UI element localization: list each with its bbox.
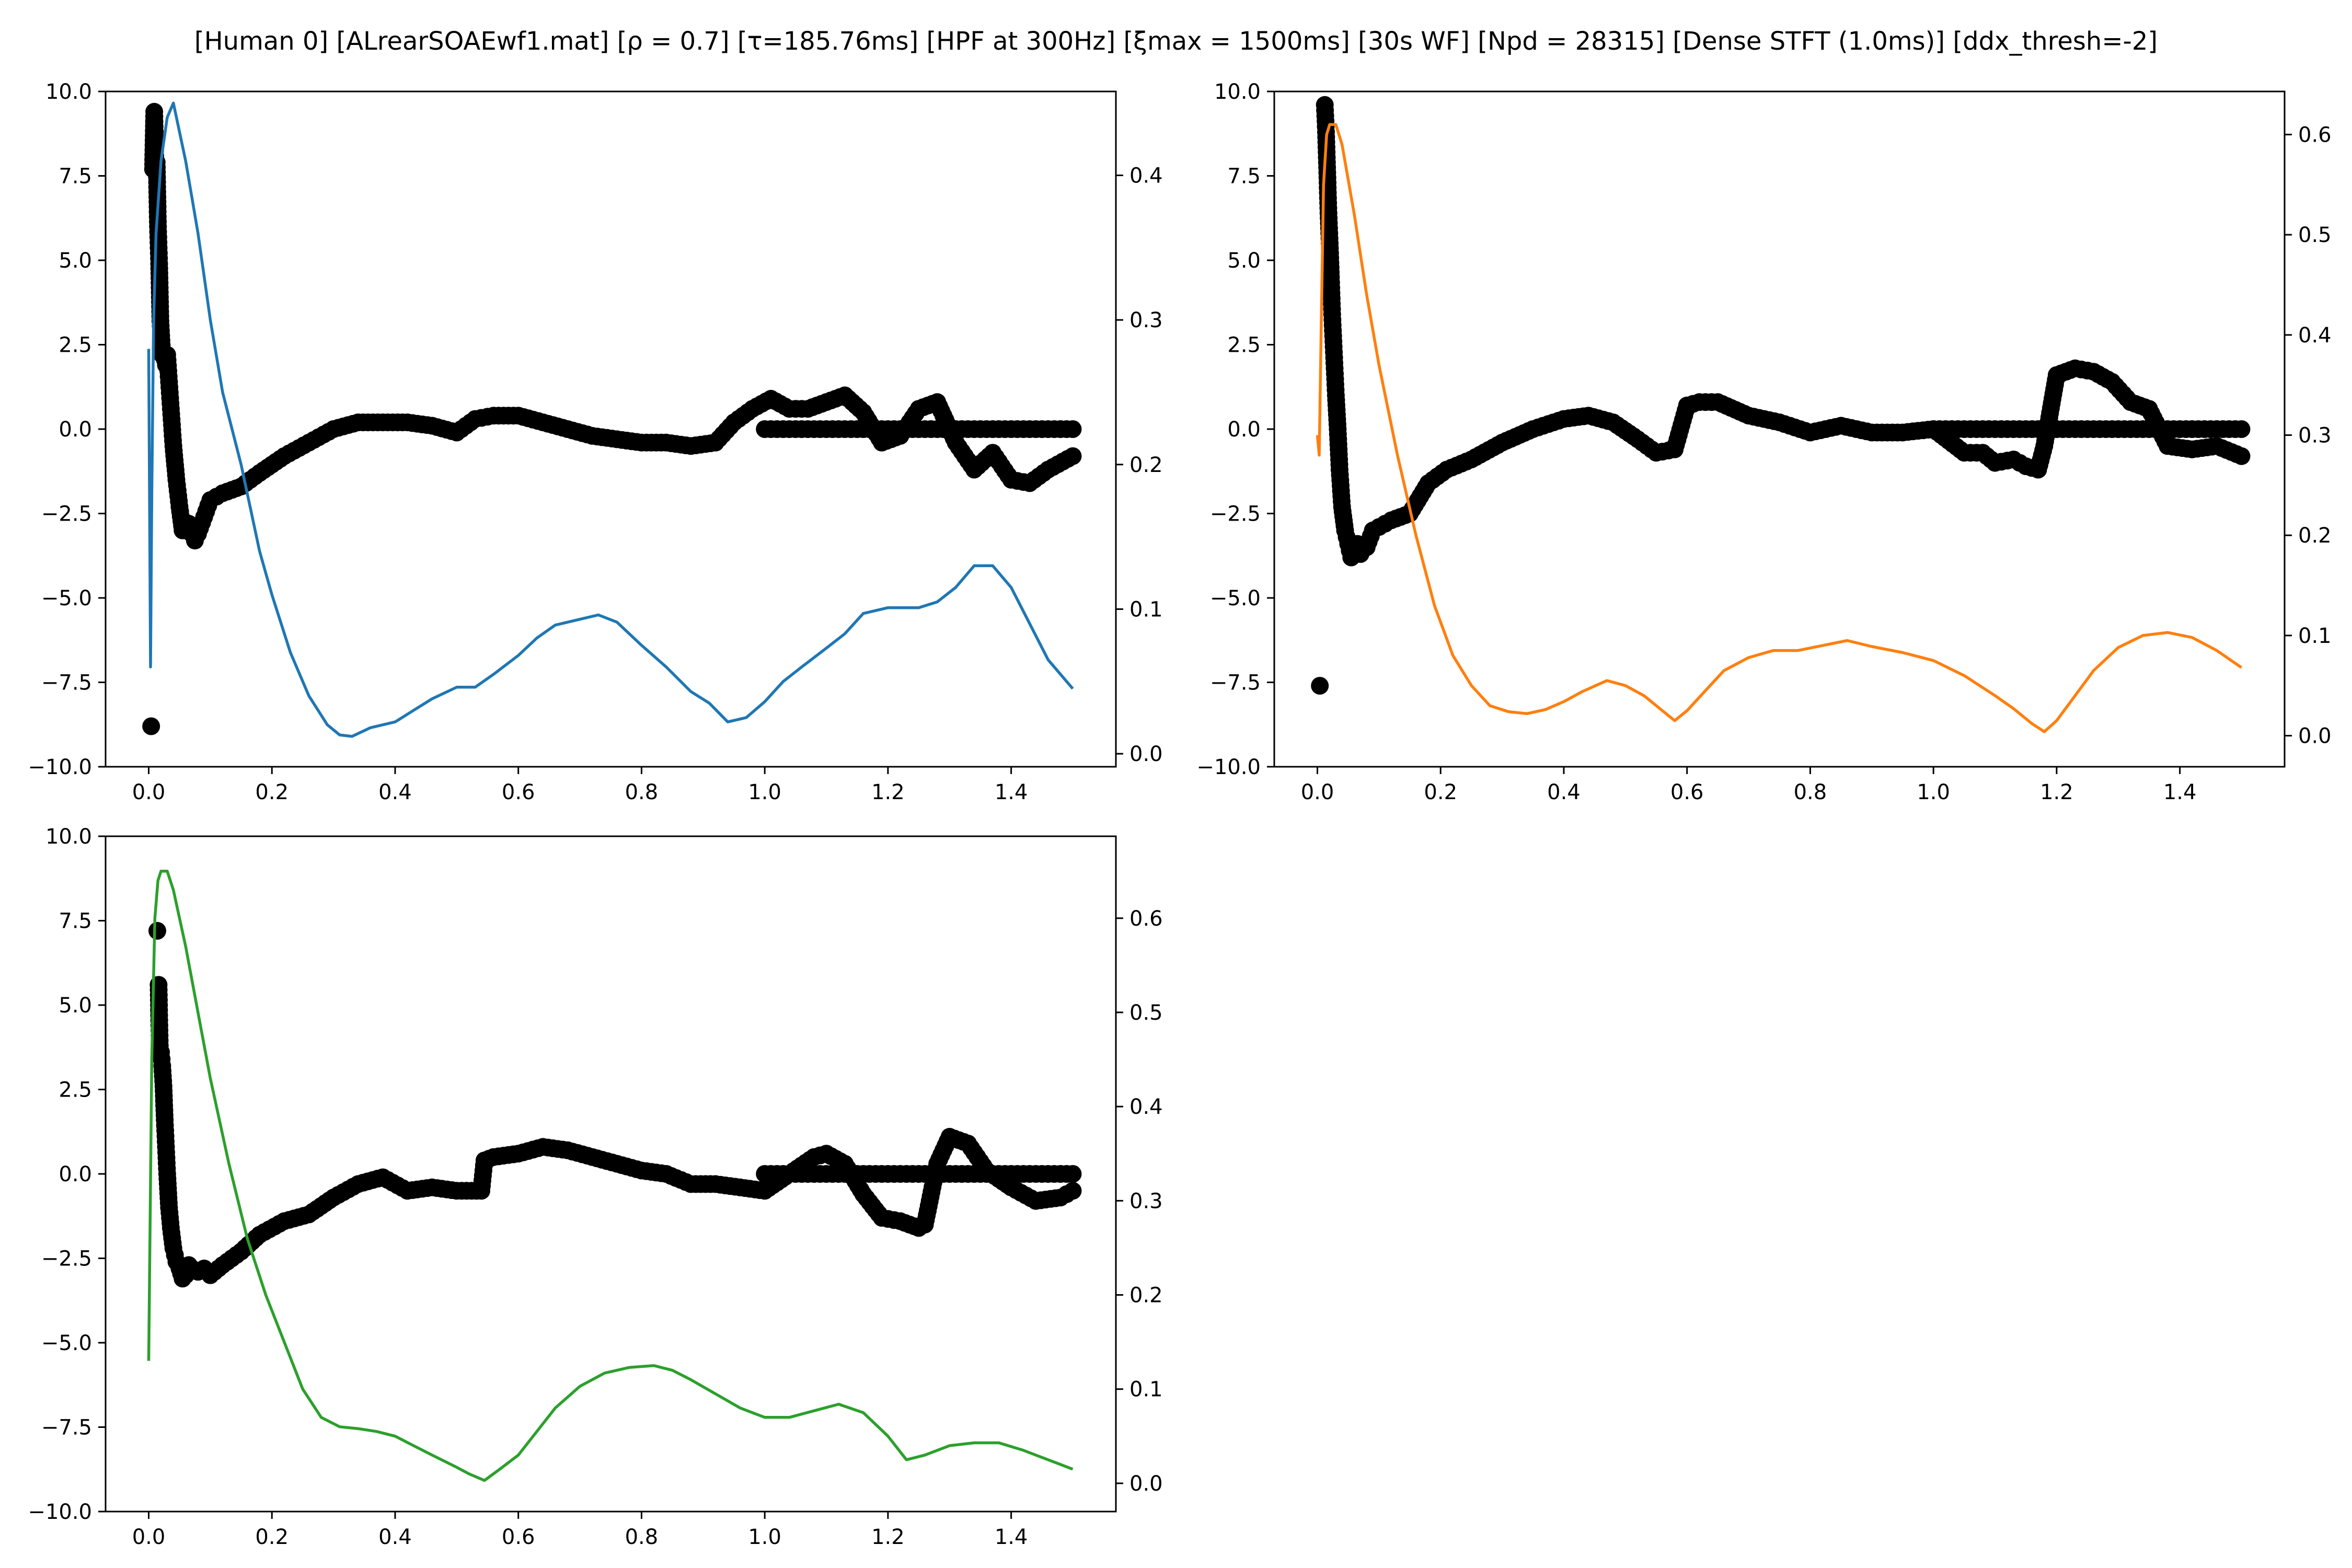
scatter-point: [1064, 447, 1082, 465]
y-left-tick-label: 7.5: [59, 165, 92, 189]
x-tick-label: 1.4: [2163, 780, 2197, 804]
flat-segment-point: [2232, 420, 2251, 438]
flat-segment-point: [1064, 420, 1082, 438]
y-left-tick-label: 5.0: [59, 249, 92, 273]
x-tick-label: 1.2: [871, 780, 905, 804]
x-tick-label: 0.6: [502, 1525, 535, 1549]
figure-suptitle: [Human 0] [ALrearSOAEwf1.mat] [ρ = 0.7] …: [194, 27, 2158, 56]
y-left-tick-label: −2.5: [1210, 502, 1261, 526]
y-left-tick-label: −10.0: [1196, 755, 1261, 779]
y-left-tick-label: −2.5: [41, 502, 92, 526]
chart-panel-top-right: 0.0 0.2 0.4 0.6 0.8 1.0 1.2 1.4 −10.0 −7.5 −5.0 −2.…: [1196, 80, 2331, 804]
y-left-tick-label: 2.5: [1227, 333, 1261, 358]
x-tick-label: 0.4: [378, 1525, 412, 1549]
x-tick-label: 0.8: [625, 1525, 659, 1549]
panels: 0.0 0.2 0.4 0.6 0.8 1.0 1.2 1.4 −10.0 −7.5 −5.0 −2.…: [28, 80, 2331, 1549]
chart-panel-bottom-left: 0.0 0.2 0.4 0.6 0.8 1.0 1.2 1.4 −10.0 −7.5 −5.0 −2.…: [28, 825, 1162, 1549]
y-right-tick-label: 0.2: [2298, 524, 2332, 548]
scatter-point: [142, 717, 160, 735]
x-tick-label: 1.0: [748, 1525, 781, 1549]
y-right-tick-label: 0.6: [2298, 123, 2332, 147]
y-right-tick-label: 0.4: [2298, 324, 2332, 348]
y-right-tick-label: 0.1: [1129, 597, 1163, 621]
y-left-tick-label: −7.5: [41, 1416, 92, 1440]
scatter-point: [2232, 447, 2251, 465]
y-left-tick-label: −5.0: [41, 1331, 92, 1355]
series-line: [1316, 123, 2243, 733]
y-left-tick-label: −10.0: [28, 1500, 92, 1524]
y-right-tick-label: 0.0: [1129, 742, 1163, 766]
y-left-tick-label: −7.5: [41, 671, 92, 695]
y-right-tick-label: 0.0: [2298, 724, 2332, 748]
y-left-tick-label: 0.0: [1227, 418, 1261, 442]
x-tick-label: 0.4: [378, 780, 412, 804]
y-right-tick-label: 0.1: [1129, 1378, 1163, 1402]
chart-panel-top-left: 0.0 0.2 0.4 0.6 0.8 1.0 1.2 1.4 −10.0 −7.5 −5.0 −2.…: [28, 80, 1162, 804]
plot-area: [1311, 96, 2251, 733]
x-tick-label: 0.6: [1670, 780, 1704, 804]
y-right-tick-label: 0.2: [1129, 1284, 1163, 1308]
x-tick-label: 1.2: [871, 1525, 905, 1549]
y-left-tick-label: −10.0: [28, 755, 92, 779]
series-line: [147, 869, 1074, 1482]
x-tick-label: 0.0: [1301, 780, 1334, 804]
y-left-tick-label: 0.0: [59, 418, 92, 442]
x-tick-label: 1.0: [1917, 780, 1950, 804]
x-tick-label: 0.2: [255, 1525, 289, 1549]
y-right-tick-label: 0.4: [1129, 1095, 1163, 1119]
x-tick-label: 0.2: [255, 780, 289, 804]
x-tick-label: 0.0: [132, 780, 166, 804]
y-right-tick-label: 0.3: [2298, 424, 2332, 448]
x-tick-label: 0.4: [1547, 780, 1581, 804]
scatter-point: [1064, 1182, 1082, 1200]
y-right-tick-label: 0.2: [1129, 453, 1163, 477]
plot-area: [142, 101, 1082, 738]
y-right-tick-label: 0.4: [1129, 164, 1163, 188]
scatter-point: [148, 921, 166, 940]
x-tick-label: 0.8: [625, 780, 659, 804]
y-right-tick-label: 0.3: [1129, 1189, 1163, 1213]
y-left-tick-label: 10.0: [1214, 80, 1261, 104]
x-tick-label: 0.6: [502, 780, 535, 804]
x-tick-label: 1.4: [995, 1525, 1028, 1549]
x-tick-label: 0.8: [1794, 780, 1827, 804]
y-left-tick-label: 0.0: [59, 1162, 92, 1186]
y-right-tick-label: 0.3: [1129, 308, 1163, 332]
y-left-tick-label: −7.5: [1210, 671, 1261, 695]
y-left-tick-label: −5.0: [1210, 586, 1261, 610]
y-right-tick-label: 0.5: [2298, 223, 2332, 247]
y-right-tick-label: 0.6: [1129, 907, 1163, 931]
y-left-tick-label: 2.5: [59, 1078, 92, 1102]
x-tick-label: 1.2: [2040, 780, 2073, 804]
y-left-tick-label: 2.5: [59, 333, 92, 358]
x-tick-label: 0.0: [132, 1525, 166, 1549]
plot-area: [147, 869, 1082, 1482]
flat-segment-point: [1064, 1165, 1082, 1183]
y-left-tick-label: −2.5: [41, 1247, 92, 1271]
x-tick-label: 0.2: [1424, 780, 1457, 804]
y-left-tick-label: 7.5: [1227, 165, 1261, 189]
y-left-tick-label: 10.0: [45, 80, 92, 104]
y-left-tick-label: 5.0: [59, 994, 92, 1018]
x-tick-label: 1.4: [995, 780, 1028, 804]
y-left-tick-label: −5.0: [41, 586, 92, 610]
y-left-tick-label: 10.0: [45, 825, 92, 849]
y-right-tick-label: 0.1: [2298, 624, 2332, 648]
series-line: [147, 101, 1074, 738]
y-right-tick-label: 0.0: [1129, 1472, 1163, 1496]
y-left-tick-label: 7.5: [59, 909, 92, 933]
x-tick-label: 1.0: [748, 780, 781, 804]
scatter-point: [1311, 677, 1329, 695]
y-right-tick-label: 0.5: [1129, 1001, 1163, 1025]
y-left-tick-label: 5.0: [1227, 249, 1261, 273]
